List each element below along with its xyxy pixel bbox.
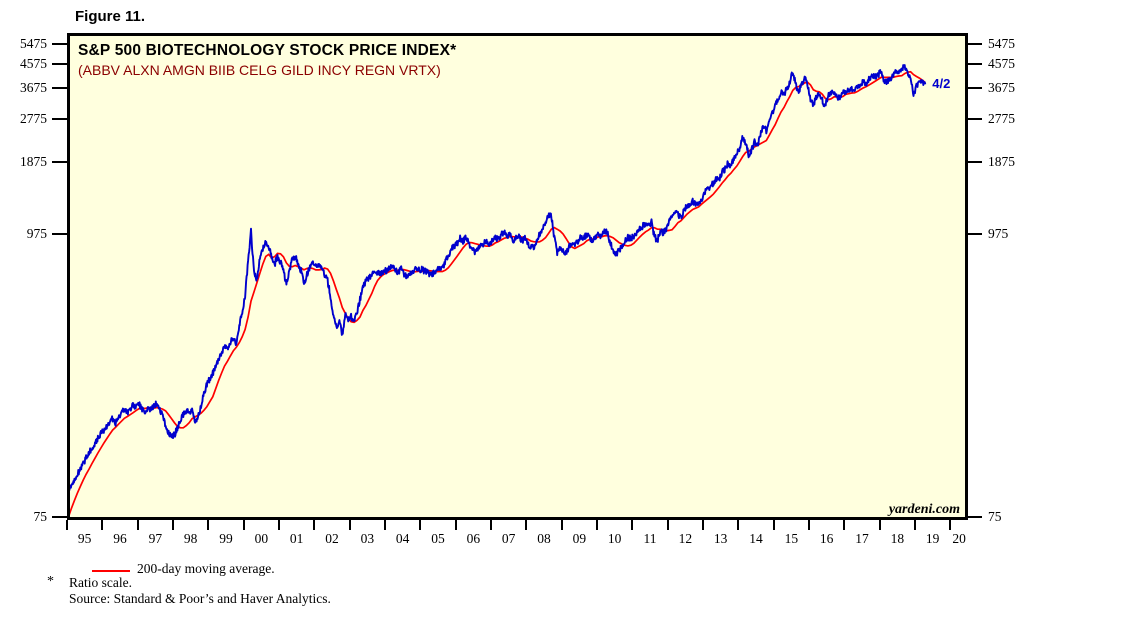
x-axis-tick: [454, 520, 457, 530]
y-axis-tick-left: [52, 516, 67, 519]
plot-area: S&P 500 BIOTECHNOLOGY STOCK PRICE INDEX*…: [67, 33, 968, 520]
y-axis-label-left: 4575: [20, 55, 47, 71]
y-axis-tick-right: [967, 161, 982, 164]
x-axis-tick: [348, 520, 351, 530]
x-axis-tick: [631, 520, 634, 530]
y-axis-tick-left: [52, 117, 67, 120]
x-axis-tick: [525, 520, 528, 530]
x-axis-label: 96: [113, 531, 127, 546]
y-axis-label-left: 75: [33, 509, 48, 525]
x-axis-tick: [207, 520, 210, 530]
x-axis-label: 13: [713, 531, 728, 546]
y-axis-tick-right: [967, 62, 982, 65]
legend-ma-line-sample: [92, 570, 130, 572]
x-axis-label: 17: [855, 531, 869, 546]
x-axis-label: 00: [254, 531, 269, 546]
footnote-source: Source: Standard & Poor’s and Haver Anal…: [69, 591, 331, 606]
y-axis-tick-left: [52, 43, 67, 45]
price-line: [67, 64, 927, 491]
x-axis-tick: [66, 520, 68, 530]
y-axis-tick-right: [967, 233, 982, 236]
x-axis-label: 18: [890, 531, 905, 546]
y-axis-label-left: 3675: [20, 79, 47, 95]
x-axis-label: 14: [749, 531, 763, 546]
y-axis-tick-right: [967, 86, 982, 89]
x-axis-label: 12: [678, 531, 693, 546]
x-axis-label: 98: [183, 531, 198, 546]
plot-background: [67, 33, 968, 520]
y-axis-label-right: 5475: [988, 36, 1015, 51]
x-axis-label: 07: [501, 531, 516, 546]
y-axis-label-left: 2775: [20, 110, 47, 126]
x-axis-tick: [101, 520, 104, 530]
x-axis-tick: [914, 520, 916, 530]
chart-subtitle: (ABBV ALXN AMGN BIIB CELG GILD INCY REGN…: [78, 62, 441, 78]
y-axis-label-left: 1875: [20, 154, 47, 170]
x-axis-label: 16: [819, 531, 834, 546]
footnote-asterisk: *: [47, 574, 54, 589]
last-date-label: 4/2: [932, 76, 951, 92]
x-axis-label: 02: [325, 531, 339, 546]
x-axis-tick: [737, 520, 740, 530]
chart-title: S&P 500 BIOTECHNOLOGY STOCK PRICE INDEX*: [78, 42, 457, 59]
y-axis-tick-left: [52, 161, 67, 164]
y-axis-label-right: 75: [988, 509, 1002, 525]
x-axis-label: 04: [395, 531, 410, 546]
y-axis-label-right: 2775: [988, 110, 1015, 126]
x-axis-label: 01: [289, 531, 304, 546]
chart-canvas: [67, 33, 968, 520]
x-axis-label: 95: [77, 531, 92, 546]
x-axis-label: 20: [952, 531, 966, 546]
x-axis-tick: [278, 520, 280, 530]
y-axis-tick-right: [967, 43, 982, 45]
x-axis-tick: [560, 520, 563, 530]
x-axis-label: 10: [607, 531, 622, 546]
y-axis-tick-left: [52, 86, 67, 89]
y-axis-label-left: 975: [26, 226, 47, 242]
watermark-yardeni: yardeni.com: [888, 502, 960, 517]
legend-ma-label: 200-day moving average.: [137, 561, 275, 576]
y-axis-tick-right: [967, 117, 982, 120]
plot-border: [67, 33, 968, 520]
x-axis-label: 05: [431, 531, 445, 546]
x-axis-tick: [172, 520, 174, 530]
x-axis-tick: [843, 520, 846, 530]
figure-label: Figure 11.: [75, 8, 146, 25]
x-axis-tick: [596, 520, 598, 530]
y-axis-tick-left: [52, 233, 67, 236]
x-axis-tick: [242, 520, 245, 530]
y-axis-label-right: 4575: [988, 55, 1015, 71]
x-axis-tick: [313, 520, 316, 530]
footnote-ratio-scale: Ratio scale.: [69, 575, 132, 590]
x-axis-tick: [136, 520, 139, 530]
x-axis-tick: [878, 520, 881, 530]
x-axis-label: 15: [784, 531, 799, 546]
x-axis-label: 09: [572, 531, 587, 546]
y-axis-label-right: 975: [988, 226, 1009, 242]
y-axis-label-left: 5475: [20, 36, 47, 51]
y-axis-tick-left: [52, 62, 67, 65]
y-axis-label-right: 3675: [988, 79, 1015, 95]
x-axis-tick: [490, 520, 492, 530]
x-axis-label: 03: [360, 531, 375, 546]
x-axis-tick: [808, 520, 810, 530]
x-axis-tick: [702, 520, 704, 530]
x-axis-tick: [419, 520, 422, 530]
y-axis-label-right: 1875: [988, 154, 1015, 170]
x-axis-label: 06: [466, 531, 481, 546]
y-axis-tick-right: [967, 516, 982, 519]
ma-200-line: [67, 70, 926, 518]
x-axis-tick: [772, 520, 775, 530]
x-axis-label: 19: [925, 531, 940, 546]
x-axis-label: 97: [148, 531, 163, 546]
x-axis-label: 99: [219, 531, 233, 546]
x-axis-tick: [384, 520, 386, 530]
x-axis-tick: [666, 520, 669, 530]
x-axis-tick: [949, 520, 952, 530]
x-axis-label: 08: [537, 531, 551, 546]
x-axis-label: 11: [643, 531, 657, 546]
